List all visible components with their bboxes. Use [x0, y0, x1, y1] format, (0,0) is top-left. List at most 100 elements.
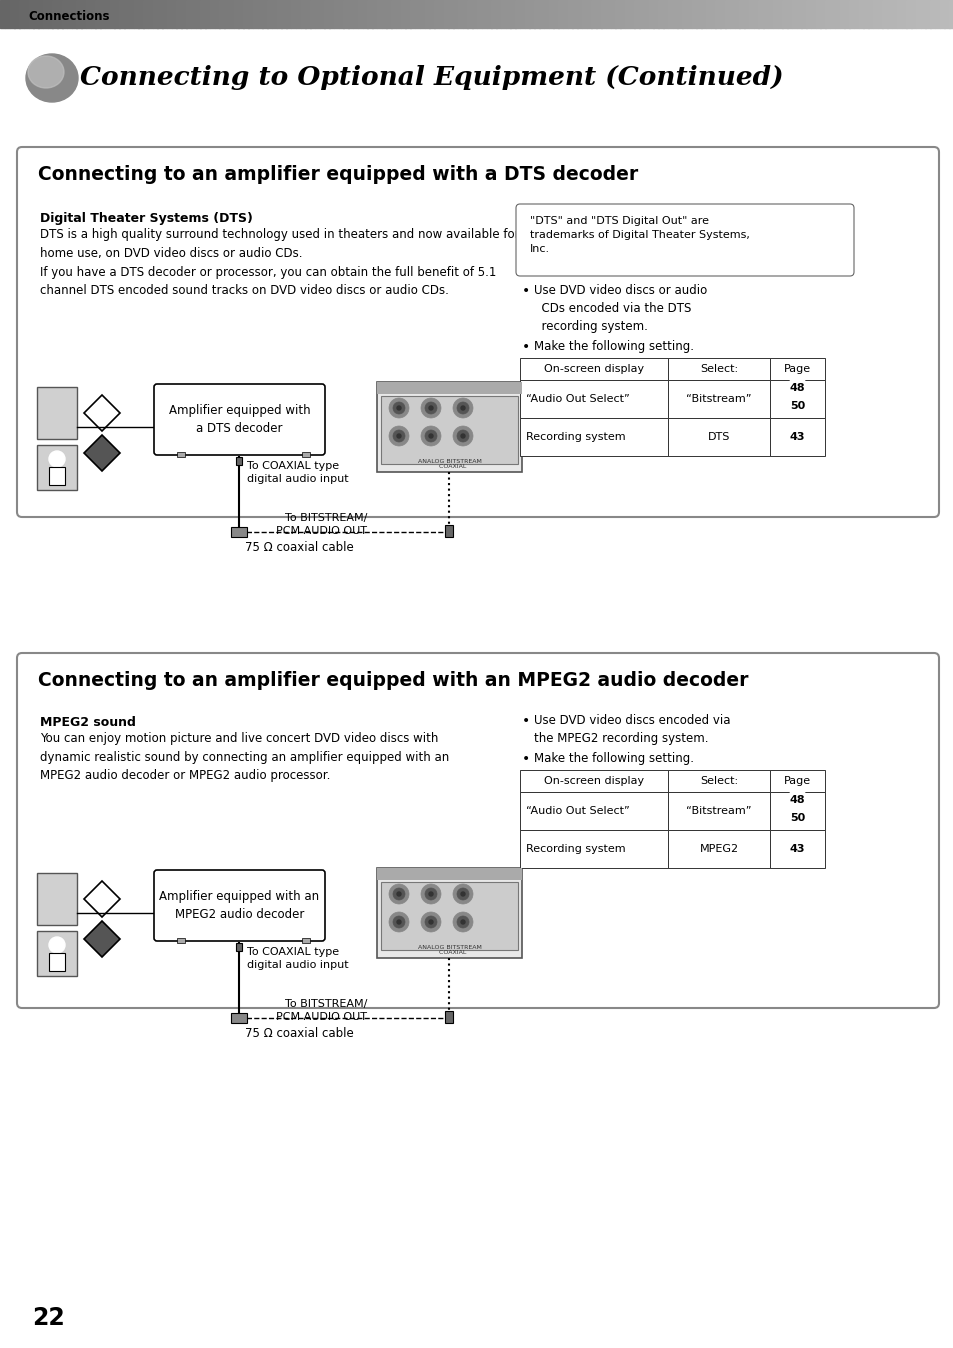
Bar	[610, 155, 617, 195]
Text: Connections: Connections	[28, 9, 110, 23]
Bar	[43, 155, 50, 195]
Bar	[191, 0, 196, 28]
Bar	[5, 0, 10, 28]
Bar	[105, 0, 111, 28]
Bar	[333, 661, 339, 701]
Bar	[882, 0, 887, 28]
Bar	[434, 0, 439, 28]
Bar	[798, 661, 803, 701]
Bar	[671, 661, 678, 701]
Bar	[448, 0, 454, 28]
Bar	[405, 661, 412, 701]
Bar	[700, 155, 707, 195]
Bar	[110, 155, 116, 195]
Bar	[762, 0, 768, 28]
Text: •: •	[521, 752, 530, 766]
Bar	[490, 661, 497, 701]
Bar	[943, 0, 949, 28]
Bar	[749, 155, 756, 195]
Text: If you have a DTS decoder or processor, you can obtain the full benefit of 5.1
c: If you have a DTS decoder or processor, …	[40, 266, 496, 298]
Bar	[338, 661, 345, 701]
Bar	[491, 0, 497, 28]
Bar	[157, 661, 164, 701]
Bar	[387, 155, 394, 195]
Bar	[193, 155, 200, 195]
Text: 43: 43	[789, 431, 804, 442]
Bar	[671, 155, 678, 195]
Bar	[369, 155, 375, 195]
Bar	[643, 0, 649, 28]
Bar	[146, 155, 152, 195]
Bar	[519, 155, 526, 195]
Bar	[284, 155, 291, 195]
Text: •: •	[521, 340, 530, 355]
Bar	[695, 661, 701, 701]
Bar	[86, 155, 91, 195]
Bar	[31, 661, 37, 701]
Bar	[164, 661, 171, 701]
Bar	[769, 770, 824, 793]
Bar	[218, 661, 225, 701]
Bar	[619, 0, 625, 28]
Circle shape	[456, 917, 469, 927]
Bar	[423, 661, 430, 701]
Bar	[705, 0, 711, 28]
Bar	[870, 155, 876, 195]
Bar	[229, 0, 234, 28]
Bar	[803, 661, 810, 701]
Bar	[882, 155, 888, 195]
Bar	[653, 0, 659, 28]
Bar	[302, 661, 309, 701]
Bar	[809, 155, 816, 195]
Bar	[356, 661, 363, 701]
Bar	[853, 0, 859, 28]
Bar	[839, 0, 844, 28]
Text: You can enjoy motion picture and live concert DVD video discs with
dynamic reali: You can enjoy motion picture and live co…	[40, 732, 449, 782]
Bar	[457, 0, 463, 28]
Bar	[622, 155, 629, 195]
Bar	[334, 0, 339, 28]
Bar	[667, 793, 769, 830]
Bar	[615, 0, 620, 28]
Bar	[901, 0, 906, 28]
Bar	[667, 770, 769, 793]
Bar	[658, 0, 663, 28]
Bar	[24, 0, 30, 28]
Bar	[465, 661, 472, 701]
Circle shape	[49, 452, 65, 466]
Bar	[181, 0, 187, 28]
Bar	[519, 380, 667, 418]
Bar	[232, 1012, 247, 1023]
Bar	[610, 0, 616, 28]
Bar	[816, 661, 821, 701]
Bar	[114, 0, 120, 28]
Polygon shape	[84, 395, 120, 431]
Text: Connecting to an amplifier equipped with an MPEG2 audio decoder: Connecting to an amplifier equipped with…	[38, 671, 748, 690]
Bar	[205, 0, 211, 28]
Bar	[296, 155, 303, 195]
Circle shape	[786, 427, 806, 448]
Bar	[266, 661, 273, 701]
Text: "DTS" and "DTS Digital Out" are
trademarks of Digital Theater Systems,
Inc.: "DTS" and "DTS Digital Out" are trademar…	[530, 216, 749, 253]
Bar	[810, 0, 816, 28]
Bar	[586, 155, 593, 195]
Bar	[309, 661, 315, 701]
Bar	[562, 0, 568, 28]
Bar	[345, 661, 352, 701]
Bar	[343, 0, 349, 28]
Bar	[124, 0, 130, 28]
Bar	[912, 661, 919, 701]
Bar	[375, 155, 381, 195]
Bar	[604, 661, 611, 701]
Bar	[538, 0, 544, 28]
Bar	[519, 661, 526, 701]
Bar	[577, 0, 582, 28]
Circle shape	[420, 913, 440, 931]
Bar	[61, 155, 68, 195]
Bar	[729, 0, 735, 28]
Bar	[314, 155, 321, 195]
Bar	[667, 830, 769, 868]
Bar	[459, 155, 466, 195]
Bar	[867, 0, 873, 28]
Bar	[372, 0, 377, 28]
